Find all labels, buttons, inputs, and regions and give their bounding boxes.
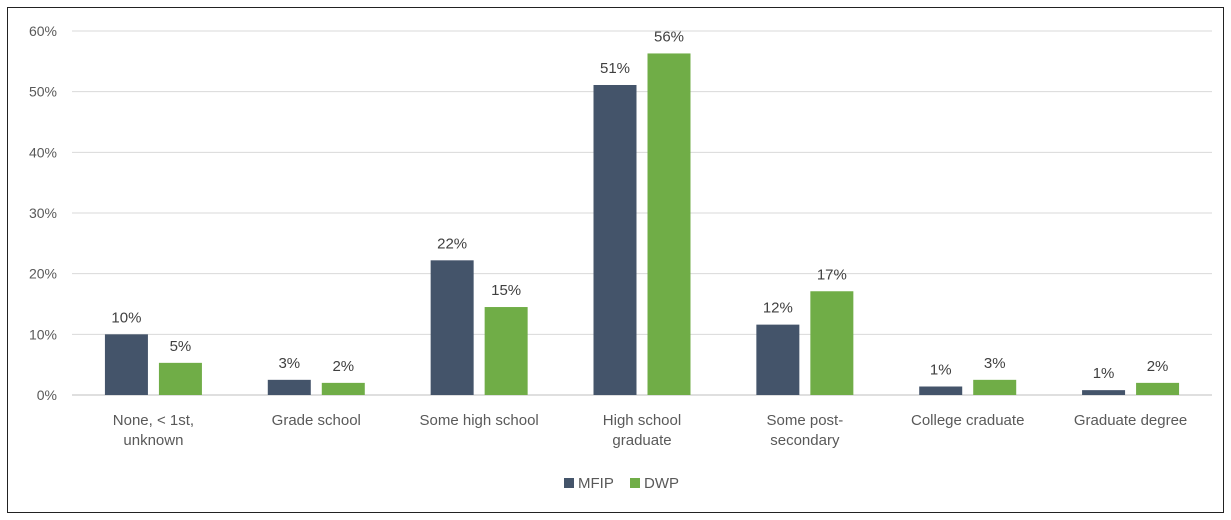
bar-mfip: [756, 324, 800, 395]
legend-label-mfip: MFIP: [578, 475, 614, 492]
bar-dwp: [158, 362, 202, 395]
legend: MFIP DWP: [564, 475, 679, 492]
data-label: 22%: [437, 235, 467, 252]
y-tick-label: 30%: [29, 205, 57, 221]
data-label: 15%: [491, 282, 521, 299]
y-tick-label: 60%: [29, 23, 57, 39]
data-label: 1%: [930, 362, 952, 379]
data-label: 2%: [1147, 358, 1169, 375]
data-label: 10%: [111, 309, 141, 326]
gridlines: [72, 30, 1212, 396]
data-label: 12%: [763, 300, 793, 317]
bar-mfip: [267, 379, 311, 395]
legend-swatch-dwp: [630, 478, 640, 488]
data-label: 17%: [817, 266, 847, 283]
y-tick-label: 50%: [29, 84, 57, 100]
data-label: 51%: [600, 60, 630, 77]
bar-dwp: [973, 379, 1017, 395]
bar-mfip: [593, 84, 637, 395]
y-tick-label: 40%: [29, 144, 57, 160]
category-label: Graduate degree: [1074, 412, 1187, 429]
bar-mfip: [919, 386, 963, 395]
category-label: None, < 1st, unknown: [113, 412, 194, 449]
legend-label-dwp: DWP: [644, 475, 679, 492]
data-label: 3%: [278, 355, 300, 372]
bar-dwp: [484, 307, 528, 395]
data-label: 2%: [332, 358, 354, 375]
data-label: 56%: [654, 28, 684, 45]
category-label: Some high school: [420, 412, 539, 429]
category-label: High school graduate: [603, 412, 681, 449]
y-tick-label: 20%: [29, 266, 57, 282]
bar-mfip: [104, 334, 148, 395]
y-tick-label: 10%: [29, 326, 57, 342]
y-tick-label: 0%: [37, 387, 57, 403]
bar-mfip: [1082, 390, 1126, 395]
category-label: Some post-secondary: [767, 412, 844, 449]
bar-dwp: [647, 53, 691, 396]
bar-dwp: [321, 382, 365, 395]
data-label: 1%: [1093, 365, 1115, 382]
bar-mfip: [430, 260, 474, 395]
data-labels: 10% 5% 3% 2% 22% 15% 51% 56% 12% 17% 1% 3% 1% 2%: [111, 28, 1168, 382]
y-axis-ticks: 0% 10% 20% 30% 40% 50% 60%: [29, 23, 57, 403]
data-label: 5%: [170, 338, 192, 355]
data-label: 3%: [984, 355, 1006, 372]
bar-dwp: [810, 291, 854, 395]
x-axis-categories: None, < 1st, unknown Grade school Some high…: [113, 412, 1188, 449]
category-label: College craduate: [911, 412, 1024, 429]
bar-dwp: [1136, 382, 1180, 395]
bars: [104, 53, 1180, 396]
legend-swatch-mfip: [564, 478, 574, 488]
category-label: Grade school: [272, 412, 361, 429]
